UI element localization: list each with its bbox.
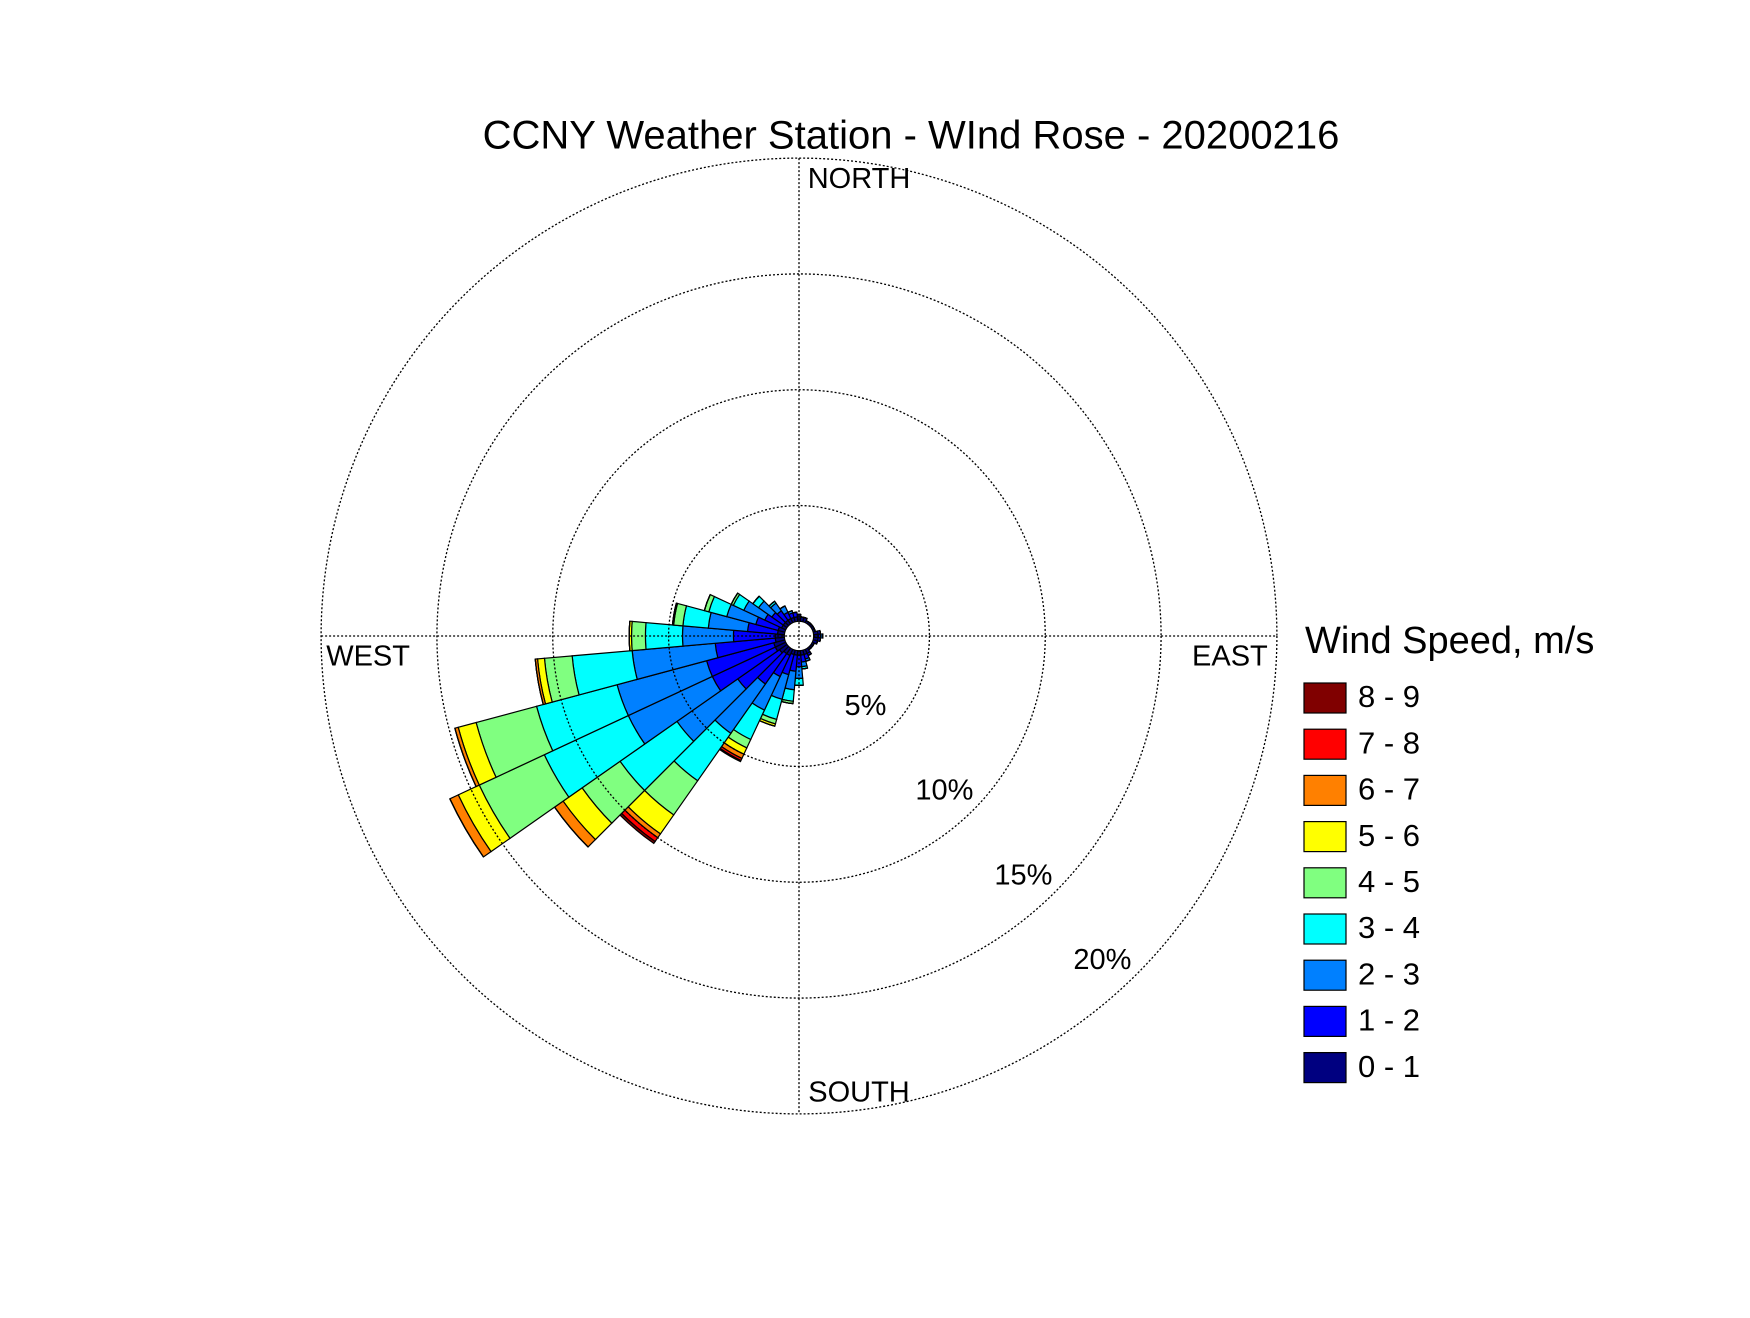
compass-label: WEST [326, 641, 410, 673]
legend-swatch [1304, 1006, 1346, 1036]
chart-title: CCNY Weather Station - WInd Rose - 20200… [483, 114, 1340, 158]
legend-swatch [1304, 729, 1346, 759]
legend-label: 8 - 9 [1358, 679, 1420, 714]
legend-swatch [1304, 868, 1346, 898]
legend-label: 4 - 5 [1358, 864, 1420, 899]
legend-swatch [1304, 960, 1346, 990]
legend-swatch [1304, 822, 1346, 852]
grid [321, 158, 1277, 1114]
legend-label: 2 - 3 [1358, 956, 1420, 991]
legend-label: 5 - 6 [1358, 818, 1420, 853]
legend-swatch [1304, 1053, 1346, 1083]
legend-title: Wind Speed, m/s [1305, 620, 1594, 662]
compass-label: EAST [1192, 641, 1268, 673]
ring-label: 5% [844, 690, 886, 722]
ring-label: 20% [1073, 944, 1131, 976]
legend-swatch [1304, 914, 1346, 944]
legend-label: 1 - 2 [1358, 1003, 1420, 1038]
compass-label: SOUTH [808, 1077, 910, 1109]
legend-label: 7 - 8 [1358, 725, 1420, 760]
wedges [450, 593, 823, 857]
legend-label: 3 - 4 [1358, 910, 1420, 945]
wedge-segment [793, 612, 797, 613]
ring-label: 10% [915, 775, 973, 807]
compass-label: NORTH [808, 163, 911, 195]
ring-label: 15% [994, 859, 1052, 891]
legend-label: 6 - 7 [1358, 772, 1420, 807]
wedge-segment [820, 638, 821, 642]
legend-swatch [1304, 683, 1346, 713]
legend-swatch [1304, 775, 1346, 805]
legend-label: 0 - 1 [1358, 1049, 1420, 1084]
